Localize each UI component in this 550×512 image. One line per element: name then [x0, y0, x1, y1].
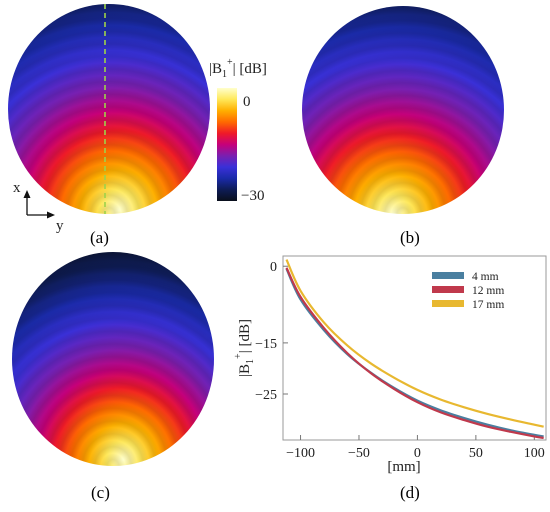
- legend-swatch-3: [432, 300, 464, 307]
- x-tick-label: 50: [469, 446, 483, 461]
- colorbar: |B1+| [dB] 0 −30: [209, 57, 267, 204]
- panel-label-c: (c): [91, 483, 110, 502]
- field-map-c: [12, 252, 214, 466]
- panel-label-b: (b): [400, 228, 420, 247]
- y-axis-label: y: [56, 218, 64, 234]
- y-tick-label: −15: [255, 337, 277, 352]
- colorbar-min-label: −30: [241, 188, 264, 204]
- y-tick-label: −25: [255, 388, 277, 403]
- legend-swatch-1: [432, 272, 464, 279]
- x-axis-label: x: [13, 180, 21, 196]
- series-line-3: [285, 259, 544, 428]
- plot-frame: [282, 255, 547, 441]
- x-tick-label: 0: [414, 446, 421, 461]
- x-tick-label: −100: [286, 446, 315, 461]
- colorbar-title: |B1+| [dB]: [209, 57, 267, 80]
- colorbar-max-label: 0: [243, 94, 251, 110]
- y-tick-label: 0: [270, 260, 277, 275]
- colorbar-gradient: [217, 88, 237, 201]
- legend-swatch-2: [432, 286, 464, 293]
- panel-label-d: (d): [400, 483, 420, 502]
- series-line-2: [285, 267, 544, 440]
- field-map-b: [302, 6, 504, 214]
- legend-label-3: 17 mm: [472, 299, 504, 311]
- profile-chart: −100 −50 0 50 100 0 −15 −25 4 mm 12 mm 17 mm [mm…: [233, 255, 547, 475]
- field-map-a: [8, 4, 210, 214]
- panel-label-a: (a): [90, 228, 109, 247]
- series-line-1: [285, 268, 544, 438]
- x-tick-label: 100: [524, 446, 545, 461]
- y-axis-title: |B1+| [dB]: [233, 319, 256, 377]
- legend-label-1: 4 mm: [472, 271, 499, 283]
- x-axis-title: [mm]: [387, 459, 420, 475]
- axes-icon: x y: [13, 180, 64, 234]
- x-tick-label: −50: [348, 446, 370, 461]
- legend-label-2: 12 mm: [472, 285, 504, 297]
